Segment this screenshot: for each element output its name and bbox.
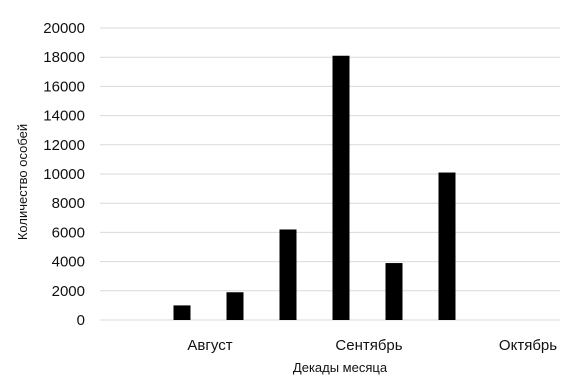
x-axis-title: Декады месяца [293,360,388,375]
bars [173,55,456,321]
y-tick-label: 18000 [43,49,85,66]
y-axis-ticks: 0 2000 4000 6000 8000 10000 12000 14000 16000 180… [43,20,85,329]
bar [332,55,350,321]
y-tick-label: 10000 [43,166,85,183]
bar [173,305,191,320]
bar [438,172,456,320]
y-tick-label: 0 [77,312,85,329]
y-tick-label: 6000 [52,224,85,241]
x-category-label: Сентябрь [335,337,402,354]
y-tick-label: 12000 [43,137,85,154]
x-axis-categories: Август Сентябрь Октябрь [187,337,557,354]
y-tick-label: 16000 [43,78,85,95]
bar [226,292,244,320]
y-tick-label: 2000 [52,283,85,300]
y-tick-label: 14000 [43,108,85,125]
x-category-label: Август [187,337,232,354]
y-tick-label: 4000 [52,254,85,271]
x-category-label: Октябрь [499,337,557,354]
bar [385,263,403,320]
y-axis-title: Количество особей [15,124,30,240]
y-tick-label: 20000 [43,20,85,37]
gridlines [100,27,560,321]
bar [279,229,297,320]
y-tick-label: 8000 [52,195,85,212]
